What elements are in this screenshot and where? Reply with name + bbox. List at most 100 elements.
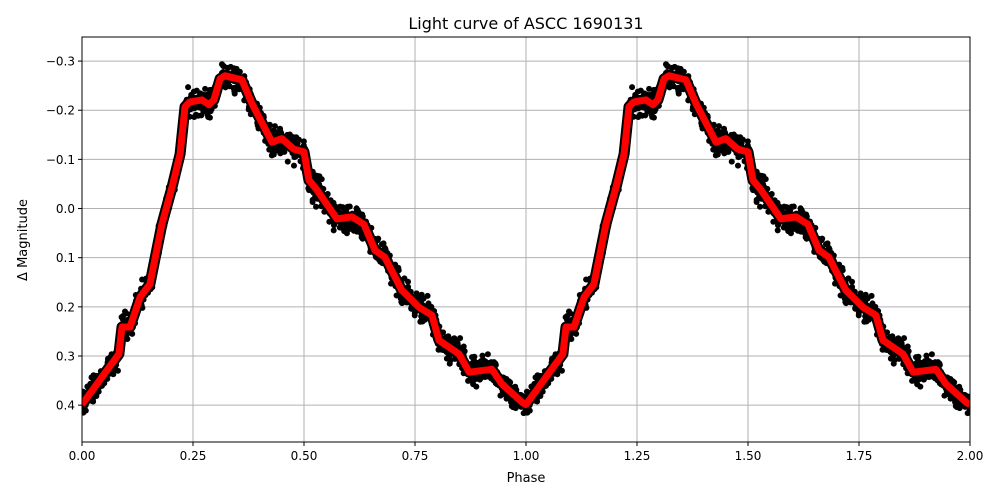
observation-point — [484, 351, 491, 358]
x-tick-label: 0.00 — [69, 449, 96, 463]
y-tick-label: −0.3 — [46, 55, 75, 69]
observation-point — [629, 84, 636, 91]
y-axis-label: Δ Magnitude — [16, 199, 31, 281]
chart-title: Light curve of ASCC 1690131 — [408, 14, 643, 33]
observation-point — [783, 204, 790, 211]
y-axis: −0.3 −0.2 −0.1 0.0 0.1 0.2 0.3 0.4 — [46, 55, 82, 413]
observation-point — [895, 337, 902, 344]
observation-point — [457, 335, 464, 342]
y-tick-label: 0.3 — [56, 349, 75, 363]
observation-point — [474, 360, 481, 367]
x-axis: 0.00 0.25 0.50 0.75 1.00 1.25 1.50 1.75 2.00 — [69, 442, 984, 463]
observation-point — [231, 90, 238, 97]
observation-point — [476, 375, 483, 382]
observation-point — [790, 226, 797, 233]
observation-point — [917, 383, 924, 390]
x-tick-label: 1.25 — [624, 449, 651, 463]
observation-point — [313, 203, 320, 210]
observation-point — [868, 292, 875, 299]
observation-point — [424, 292, 431, 299]
observation-point — [460, 343, 467, 350]
x-tick-label: 1.00 — [513, 449, 540, 463]
x-tick-label: 2.00 — [957, 449, 984, 463]
observation-point — [714, 151, 721, 158]
y-tick-label: 0.0 — [56, 202, 75, 216]
observation-point — [567, 310, 574, 317]
observation-point — [770, 218, 777, 225]
observation-point — [798, 207, 805, 214]
observation-point — [193, 111, 200, 118]
observation-point — [309, 196, 316, 203]
observation-point — [277, 125, 284, 132]
x-tick-label: 0.50 — [291, 449, 318, 463]
observation-point — [918, 360, 925, 367]
observation-point — [721, 125, 728, 132]
model-curve — [82, 70, 970, 411]
observation-point — [790, 203, 797, 210]
observation-point — [202, 85, 209, 92]
x-tick-label: 0.75 — [402, 449, 429, 463]
observation-point — [637, 111, 644, 118]
observation-point — [849, 278, 856, 285]
observation-point — [341, 223, 348, 230]
y-tick-label: 0.4 — [56, 399, 75, 413]
observation-point — [123, 310, 130, 317]
observation-point — [336, 224, 343, 231]
x-tick-label: 1.75 — [846, 449, 873, 463]
observation-point — [479, 352, 486, 359]
x-axis-label: Phase — [507, 471, 546, 486]
observation-point — [278, 146, 285, 153]
observation-point — [825, 244, 832, 251]
observation-point — [470, 359, 477, 366]
observation-point — [646, 85, 653, 92]
observation-point — [901, 335, 908, 342]
y-tick-label: 0.2 — [56, 300, 75, 314]
observation-point — [314, 172, 321, 179]
y-tick-label: −0.1 — [46, 153, 75, 167]
observation-point — [445, 354, 452, 361]
observation-point — [284, 158, 291, 165]
observation-point — [291, 154, 298, 161]
observation-point — [230, 65, 237, 72]
observation-point — [889, 354, 896, 361]
observation-point — [471, 353, 478, 360]
observation-point — [185, 84, 192, 91]
observation-point — [794, 226, 801, 233]
observation-point — [354, 207, 361, 214]
observation-point — [205, 113, 212, 120]
observation-point — [734, 162, 741, 169]
observation-point — [728, 158, 735, 165]
observation-point — [674, 65, 681, 72]
observation-point — [649, 113, 656, 120]
observation-point — [735, 154, 742, 161]
x-tick-label: 1.50 — [735, 449, 762, 463]
observation-point — [890, 360, 897, 367]
observation-point — [346, 226, 353, 233]
observation-point — [904, 343, 911, 350]
observation-point — [467, 376, 474, 383]
observation-point — [911, 376, 918, 383]
observation-point — [774, 227, 781, 234]
observation-point — [758, 172, 765, 179]
observation-point — [915, 353, 922, 360]
observation-point — [220, 63, 227, 70]
observation-point — [744, 138, 751, 145]
observation-point — [326, 218, 333, 225]
observation-point — [785, 223, 792, 230]
observation-point — [346, 203, 353, 210]
observation-point — [928, 351, 935, 358]
observation-point — [675, 90, 682, 97]
observation-point — [923, 352, 930, 359]
observation-point — [270, 151, 277, 158]
observation-point — [330, 227, 337, 234]
observation-point — [473, 383, 480, 390]
observation-point — [664, 63, 671, 70]
observation-point — [300, 138, 307, 145]
observation-point — [339, 204, 346, 211]
observation-point — [290, 162, 297, 169]
observation-point — [722, 146, 729, 153]
y-tick-label: 0.1 — [56, 251, 75, 265]
observation-point — [446, 360, 453, 367]
